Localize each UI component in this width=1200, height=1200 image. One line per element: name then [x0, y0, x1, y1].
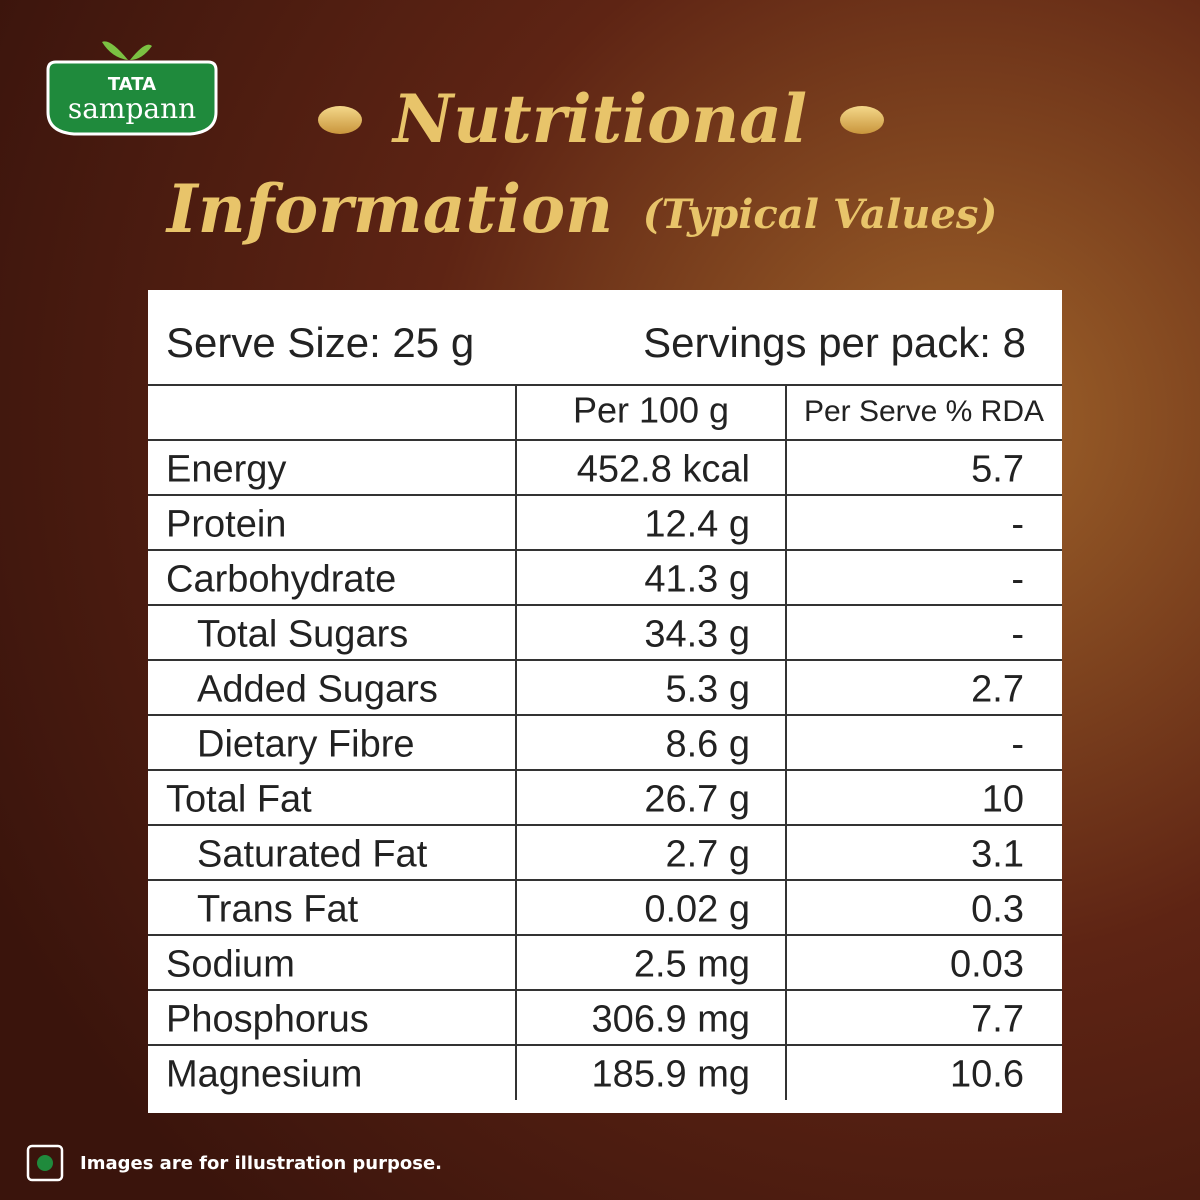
footer-note: Images are for illustration purpose.	[80, 1153, 442, 1174]
per-100g: 2.7 g	[665, 834, 750, 876]
rda: -	[1011, 724, 1024, 766]
seed-icon	[840, 106, 884, 134]
title-line2: Information	[165, 170, 613, 248]
table: Serve Size: 25 g Servings per pack: 8 Per …	[148, 319, 1062, 1100]
nutrient-name: Carbohydrate	[166, 559, 396, 601]
seed-icon	[318, 106, 362, 134]
servings: Servings per pack: 8	[643, 319, 1026, 366]
per-100g: 306.9 mg	[592, 999, 750, 1041]
serve-size: Serve Size: 25 g	[166, 319, 474, 366]
table-panel	[148, 290, 1062, 1113]
per-100g: 2.5 mg	[634, 944, 750, 986]
rda: -	[1011, 559, 1024, 601]
rda: 0.03	[950, 944, 1024, 986]
title-line1: Nutritional	[391, 80, 807, 158]
veg-dot	[37, 1155, 53, 1171]
nutrient-name: Saturated Fat	[197, 834, 428, 876]
nutrient-name: Sodium	[166, 944, 295, 986]
rda: 7.7	[971, 999, 1024, 1041]
nutrient-name: Total Sugars	[197, 614, 408, 656]
per-100g: 5.3 g	[665, 669, 750, 711]
nutrient-name: Magnesium	[166, 1054, 362, 1096]
veg-mark	[26, 1144, 64, 1182]
per-100g: 34.3 g	[644, 614, 750, 656]
column-header: Per 100 g	[573, 390, 729, 431]
per-100g: 12.4 g	[644, 504, 750, 546]
nutrient-name: Added Sugars	[197, 669, 438, 711]
rda: -	[1011, 504, 1024, 546]
logo-badge	[46, 60, 218, 136]
rda: 10	[982, 779, 1024, 821]
per-100g: 8.6 g	[665, 724, 750, 766]
per-100g: 41.3 g	[644, 559, 750, 601]
rda: 3.1	[971, 834, 1024, 876]
rda: 0.3	[971, 889, 1024, 931]
nutrient-name: Protein	[166, 504, 286, 546]
nutrient-name: Energy	[166, 449, 286, 491]
logo-leaf	[102, 41, 152, 60]
rda: 2.7	[971, 669, 1024, 711]
rda: 5.7	[971, 449, 1024, 491]
per-100g: 185.9 mg	[592, 1054, 750, 1096]
nutrient-name: Dietary Fibre	[197, 724, 415, 766]
rda: -	[1011, 614, 1024, 656]
title-note: (Typical Values)	[643, 191, 998, 238]
per-100g: 452.8 kcal	[577, 449, 750, 491]
nutrient-name: Trans Fat	[197, 889, 359, 931]
column-header: Per Serve % RDA	[804, 395, 1044, 428]
per-100g: 26.7 g	[644, 779, 750, 821]
logo-brand: TATA	[108, 74, 156, 95]
nutrient-name: Phosphorus	[166, 999, 369, 1041]
per-100g: 0.02 g	[644, 889, 750, 931]
rda: 10.6	[950, 1054, 1024, 1096]
nutrient-name: Total Fat	[166, 779, 312, 821]
logo-name: sampann	[68, 92, 196, 125]
